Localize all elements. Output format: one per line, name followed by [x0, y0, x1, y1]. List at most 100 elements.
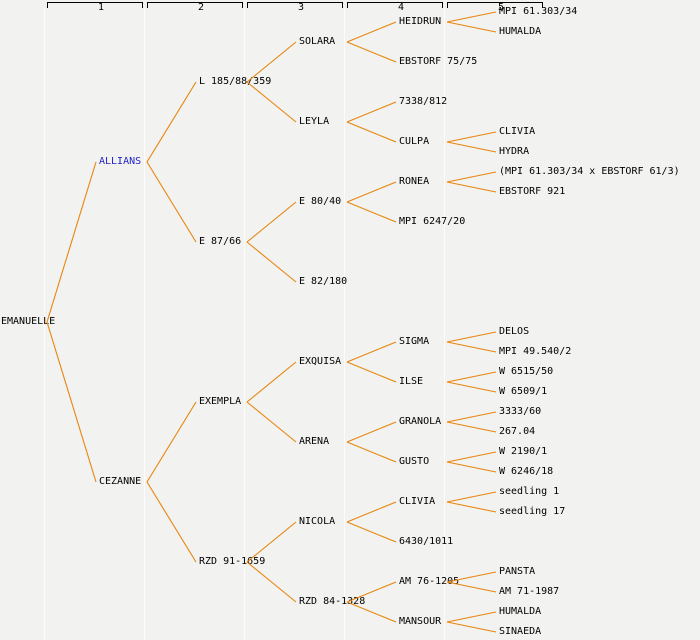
tree-node-w-2190-1[interactable]: W 2190/1 — [499, 446, 548, 457]
connector-line — [346, 341, 397, 363]
connector-line — [346, 361, 397, 383]
connector-line — [446, 621, 497, 633]
tree-node-heidrun[interactable]: HEIDRUN — [399, 16, 442, 27]
connector-line — [346, 421, 397, 443]
gridline-col-1 — [44, 8, 45, 640]
tree-node-rzd-91-1659[interactable]: RZD 91-1659 — [199, 556, 266, 567]
generation-bracket-4 — [347, 2, 443, 8]
tree-node-mpi-61-303-34-x-ebstorf-61-3[interactable]: (MPI 61.303/34 x EBSTORF 61/3) — [499, 166, 680, 177]
connector-line — [346, 201, 397, 223]
tree-node-arena[interactable]: ARENA — [299, 436, 330, 447]
connector-line — [146, 161, 197, 243]
connector-line — [446, 381, 497, 393]
tree-node-6430-1011[interactable]: 6430/1011 — [399, 536, 454, 547]
tree-node-ronea[interactable]: RONEA — [399, 176, 430, 187]
tree-node-gusto[interactable]: GUSTO — [399, 456, 430, 467]
tree-node-humalda[interactable]: HUMALDA — [499, 26, 542, 37]
tree-node-e-80-40[interactable]: E 80/40 — [299, 196, 342, 207]
tree-node-cezanne[interactable]: CEZANNE — [99, 476, 142, 487]
tree-node-seedling-17[interactable]: seedling 17 — [499, 506, 566, 517]
connector-line — [146, 401, 197, 483]
tree-node-l-185-88-359[interactable]: L 185/88/359 — [199, 76, 272, 87]
tree-node-w-6509-1[interactable]: W 6509/1 — [499, 386, 548, 397]
tree-node-7338-812[interactable]: 7338/812 — [399, 96, 448, 107]
connector-line — [346, 441, 397, 463]
generation-label-5: 5 — [497, 2, 505, 13]
generation-label-1: 1 — [97, 2, 105, 13]
connector-line — [246, 241, 297, 283]
generation-bracket-3 — [247, 2, 343, 8]
generation-label-4: 4 — [397, 2, 405, 13]
connector-line — [446, 21, 497, 33]
connector-line — [346, 41, 397, 63]
tree-node-mpi-6247-20[interactable]: MPI 6247/20 — [399, 216, 466, 227]
tree-node-e-87-66[interactable]: E 87/66 — [199, 236, 242, 247]
connector-line — [146, 81, 197, 163]
connector-line — [246, 201, 297, 243]
connector-line — [346, 21, 397, 43]
connector-line — [446, 611, 497, 623]
tree-node-exempla[interactable]: EXEMPLA — [199, 396, 242, 407]
tree-node-e-82-180[interactable]: E 82/180 — [299, 276, 348, 287]
tree-node-delos[interactable]: DELOS — [499, 326, 530, 337]
connector-line — [446, 171, 497, 183]
connector-line — [346, 121, 397, 143]
connector-line — [446, 131, 497, 143]
connector-line — [446, 141, 497, 153]
connector-line — [46, 321, 97, 483]
generation-bracket-5 — [447, 2, 543, 8]
connector-line — [446, 411, 497, 423]
tree-node-clivia[interactable]: CLIVIA — [499, 126, 536, 137]
tree-node-267-04[interactable]: 267.04 — [499, 426, 536, 437]
connector-line — [246, 561, 297, 603]
tree-node-w-6515-50[interactable]: W 6515/50 — [499, 366, 554, 377]
tree-node-sinaeda[interactable]: SINAEDA — [499, 626, 542, 637]
tree-node-solara[interactable]: SOLARA — [299, 36, 336, 47]
tree-node-mpi-49-540-2[interactable]: MPI 49.540/2 — [499, 346, 572, 357]
connector-line — [246, 401, 297, 443]
tree-node-exquisa[interactable]: EXQUISA — [299, 356, 342, 367]
tree-node-humalda[interactable]: HUMALDA — [499, 606, 542, 617]
tree-node-ilse[interactable]: ILSE — [399, 376, 424, 387]
connector-line — [46, 161, 97, 323]
connector-line — [346, 181, 397, 203]
tree-node-pansta[interactable]: PANSTA — [499, 566, 536, 577]
tree-node-allians[interactable]: ALLIANS — [99, 156, 142, 167]
tree-node-granola[interactable]: GRANOLA — [399, 416, 442, 427]
tree-node-ebstorf-921[interactable]: EBSTORF 921 — [499, 186, 566, 197]
tree-node-w-6246-18[interactable]: W 6246/18 — [499, 466, 554, 477]
tree-node-nicola[interactable]: NICOLA — [299, 516, 336, 527]
tree-node-seedling-1[interactable]: seedling 1 — [499, 486, 560, 497]
tree-node-am-71-1987[interactable]: AM 71-1987 — [499, 586, 560, 597]
tree-node-sigma[interactable]: SIGMA — [399, 336, 430, 347]
generation-label-2: 2 — [197, 2, 205, 13]
tree-node-mansour[interactable]: MANSOUR — [399, 616, 442, 627]
tree-node-rzd-84-1328[interactable]: RZD 84-1328 — [299, 596, 366, 607]
connector-line — [446, 421, 497, 433]
tree-node-culpa[interactable]: CULPA — [399, 136, 430, 147]
connector-line — [446, 501, 497, 513]
connector-line — [246, 361, 297, 403]
connector-line — [446, 341, 497, 353]
tree-node-3333-60[interactable]: 3333/60 — [499, 406, 542, 417]
connector-line — [346, 521, 397, 543]
gridline-col-3 — [244, 8, 245, 640]
connector-line — [446, 371, 497, 383]
tree-node-am-76-1205[interactable]: AM 76-1205 — [399, 576, 460, 587]
connector-line — [346, 101, 397, 123]
tree-node-emanuelle[interactable]: EMANUELLE — [1, 316, 56, 327]
tree-node-hydra[interactable]: HYDRA — [499, 146, 530, 157]
connector-line — [446, 181, 497, 193]
generation-bracket-1 — [47, 2, 143, 8]
connector-line — [446, 11, 497, 23]
connector-line — [446, 331, 497, 343]
connector-line — [346, 501, 397, 523]
gridline-col-4 — [344, 8, 345, 640]
tree-node-leyla[interactable]: LEYLA — [299, 116, 330, 127]
tree-node-mpi-61-303-34[interactable]: MPI 61.303/34 — [499, 6, 578, 17]
connector-line — [446, 451, 497, 463]
connector-line — [446, 491, 497, 503]
tree-node-clivia[interactable]: CLIVIA — [399, 496, 436, 507]
tree-node-ebstorf-75-75[interactable]: EBSTORF 75/75 — [399, 56, 478, 67]
